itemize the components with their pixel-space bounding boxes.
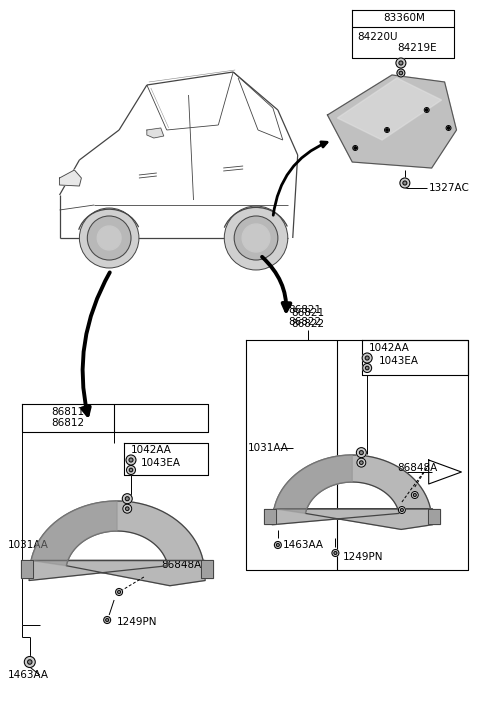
Text: 86812: 86812: [51, 418, 84, 428]
Circle shape: [79, 208, 139, 268]
Polygon shape: [264, 508, 276, 524]
Circle shape: [360, 461, 363, 464]
Circle shape: [332, 550, 339, 557]
Circle shape: [425, 109, 428, 111]
Circle shape: [27, 660, 32, 664]
Text: 1043EA: 1043EA: [141, 458, 181, 468]
Circle shape: [125, 507, 129, 510]
Polygon shape: [327, 75, 456, 168]
Circle shape: [360, 451, 363, 454]
Circle shape: [275, 542, 281, 548]
Circle shape: [224, 206, 288, 270]
Text: 86822: 86822: [288, 317, 321, 327]
Text: 1031AA: 1031AA: [8, 540, 49, 550]
Text: 84220U: 84220U: [357, 32, 398, 42]
Circle shape: [365, 356, 369, 360]
Circle shape: [129, 469, 133, 472]
Polygon shape: [272, 455, 432, 530]
Circle shape: [398, 506, 406, 513]
Circle shape: [363, 363, 372, 373]
Circle shape: [116, 589, 122, 596]
Circle shape: [118, 591, 120, 594]
Circle shape: [411, 491, 418, 498]
Polygon shape: [274, 455, 352, 513]
Circle shape: [126, 455, 136, 465]
Circle shape: [413, 493, 416, 496]
Circle shape: [242, 224, 270, 252]
Polygon shape: [21, 560, 33, 579]
Circle shape: [106, 619, 108, 621]
Circle shape: [399, 71, 403, 75]
Circle shape: [447, 127, 450, 129]
Text: 1031AA: 1031AA: [248, 443, 289, 453]
Circle shape: [234, 216, 278, 260]
Polygon shape: [29, 501, 205, 586]
Circle shape: [123, 504, 132, 513]
Text: 1042AA: 1042AA: [369, 343, 410, 353]
Circle shape: [400, 178, 410, 188]
Circle shape: [397, 69, 405, 77]
Circle shape: [97, 226, 121, 250]
Circle shape: [396, 58, 406, 68]
Circle shape: [334, 552, 337, 555]
Text: 86821: 86821: [291, 308, 324, 318]
Circle shape: [129, 458, 133, 462]
Circle shape: [354, 146, 357, 149]
Polygon shape: [201, 560, 213, 579]
Polygon shape: [31, 501, 117, 566]
Circle shape: [362, 353, 372, 363]
Text: 86821: 86821: [288, 305, 321, 315]
Circle shape: [276, 543, 279, 547]
Text: 84219E: 84219E: [397, 43, 437, 53]
Text: 83360M: 83360M: [383, 13, 425, 23]
Text: 1463AA: 1463AA: [283, 540, 324, 550]
Circle shape: [24, 656, 35, 668]
Circle shape: [386, 129, 388, 132]
Circle shape: [356, 448, 366, 458]
Circle shape: [365, 366, 369, 370]
Text: 1043EA: 1043EA: [379, 356, 419, 366]
Text: 86822: 86822: [291, 319, 324, 329]
Circle shape: [122, 493, 132, 503]
Text: 86848A: 86848A: [397, 463, 437, 473]
Polygon shape: [337, 78, 442, 140]
Circle shape: [357, 458, 366, 467]
Polygon shape: [147, 128, 164, 138]
Circle shape: [127, 466, 135, 474]
Polygon shape: [429, 508, 440, 524]
Text: 1249PN: 1249PN: [117, 617, 157, 627]
Circle shape: [399, 61, 403, 65]
Circle shape: [104, 616, 111, 624]
Text: 86848A: 86848A: [161, 560, 201, 570]
Circle shape: [125, 497, 129, 501]
Polygon shape: [60, 170, 82, 186]
Circle shape: [403, 181, 407, 185]
Circle shape: [400, 508, 403, 511]
Text: 1249PN: 1249PN: [342, 552, 383, 562]
Text: 1463AA: 1463AA: [8, 670, 49, 680]
Text: 86811: 86811: [51, 407, 84, 417]
Text: 1042AA: 1042AA: [131, 445, 172, 455]
Circle shape: [87, 216, 131, 260]
Text: 1327AC: 1327AC: [429, 183, 469, 193]
